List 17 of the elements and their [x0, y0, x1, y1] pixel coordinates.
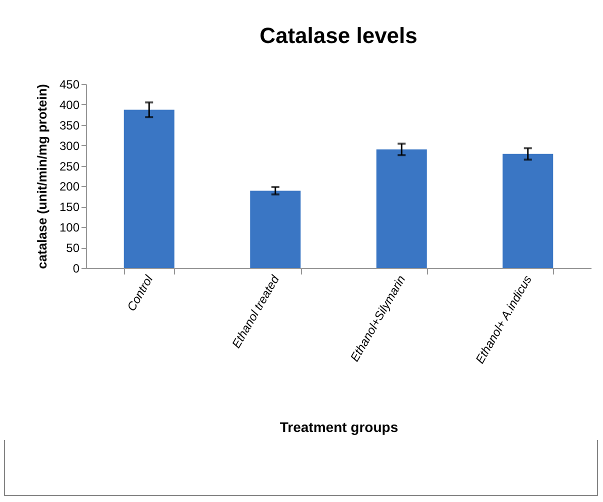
y-tick-label: 50 [66, 241, 80, 256]
y-tick-label: 400 [59, 98, 80, 112]
y-tick-label: 350 [59, 118, 80, 132]
y-tick-label: 300 [59, 138, 80, 153]
y-tick-label: 450 [59, 78, 80, 92]
y-tick-label: 250 [59, 159, 80, 174]
y-tick-label: 100 [59, 220, 80, 235]
bar [124, 110, 174, 268]
bar [376, 149, 427, 268]
y-tick-label: 0 [72, 262, 80, 276]
y-tick-label: 150 [59, 200, 80, 214]
chart-title: Catalase levels [260, 23, 418, 48]
x-axis-title: Treatment groups [280, 418, 398, 435]
bar [250, 190, 301, 268]
bar [502, 154, 554, 268]
y-tick-label: 200 [59, 180, 80, 194]
y-axis-title: catalase (unit/min/mg protein) [34, 84, 50, 269]
